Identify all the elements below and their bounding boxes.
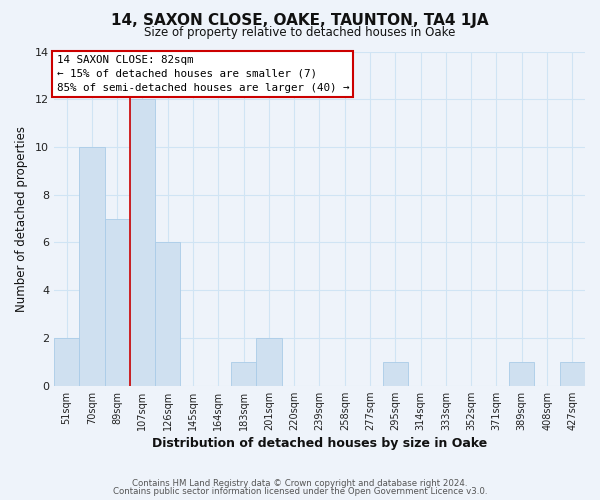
- Bar: [130, 99, 155, 386]
- Bar: [79, 147, 104, 386]
- Bar: [383, 362, 408, 386]
- Bar: [256, 338, 281, 386]
- Text: Contains HM Land Registry data © Crown copyright and database right 2024.: Contains HM Land Registry data © Crown c…: [132, 478, 468, 488]
- Bar: [155, 242, 181, 386]
- X-axis label: Distribution of detached houses by size in Oake: Distribution of detached houses by size …: [152, 437, 487, 450]
- Text: Size of property relative to detached houses in Oake: Size of property relative to detached ho…: [145, 26, 455, 39]
- Text: 14 SAXON CLOSE: 82sqm
← 15% of detached houses are smaller (7)
85% of semi-detac: 14 SAXON CLOSE: 82sqm ← 15% of detached …: [56, 55, 349, 93]
- Bar: [560, 362, 585, 386]
- Bar: [231, 362, 256, 386]
- Text: 14, SAXON CLOSE, OAKE, TAUNTON, TA4 1JA: 14, SAXON CLOSE, OAKE, TAUNTON, TA4 1JA: [111, 12, 489, 28]
- Bar: [54, 338, 79, 386]
- Bar: [104, 218, 130, 386]
- Bar: [509, 362, 535, 386]
- Y-axis label: Number of detached properties: Number of detached properties: [15, 126, 28, 312]
- Text: Contains public sector information licensed under the Open Government Licence v3: Contains public sector information licen…: [113, 487, 487, 496]
